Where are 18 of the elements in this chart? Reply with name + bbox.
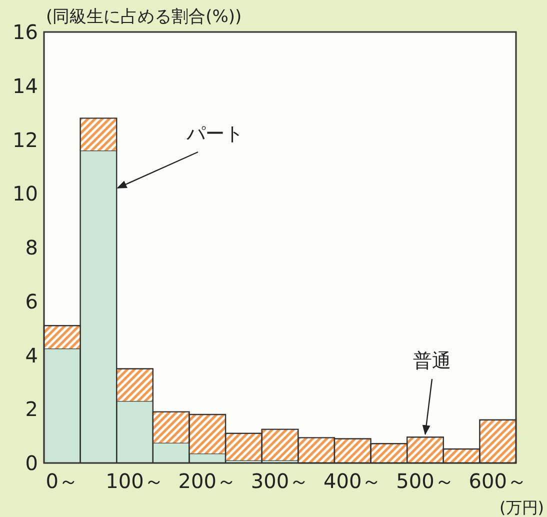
x-axis-title: (万円) <box>500 498 544 517</box>
x-tick-label: 200～ <box>178 469 236 493</box>
y-tick-label: 8 <box>25 236 38 260</box>
y-tick-label: 4 <box>25 343 38 368</box>
y-tick-label: 6 <box>25 289 38 314</box>
y-tick-label: 0 <box>25 451 38 475</box>
x-tick-label: 400～ <box>324 469 382 493</box>
y-tick-label: 2 <box>25 397 38 422</box>
y-tick-label: 14 <box>12 74 38 98</box>
x-tick-label: 500～ <box>396 469 454 493</box>
y-tick-label: 10 <box>12 182 38 206</box>
y-axis-title: (同級生に占める割合(%)) <box>46 7 242 27</box>
y-tick-label: 12 <box>12 128 38 152</box>
x-tick-label: 300～ <box>250 469 310 493</box>
x-tick-label: 0～ <box>46 469 79 493</box>
x-tick-label: 600～ <box>468 469 527 493</box>
y-tick-label: 16 <box>12 20 38 44</box>
x-tick-label: 100～ <box>106 469 164 493</box>
